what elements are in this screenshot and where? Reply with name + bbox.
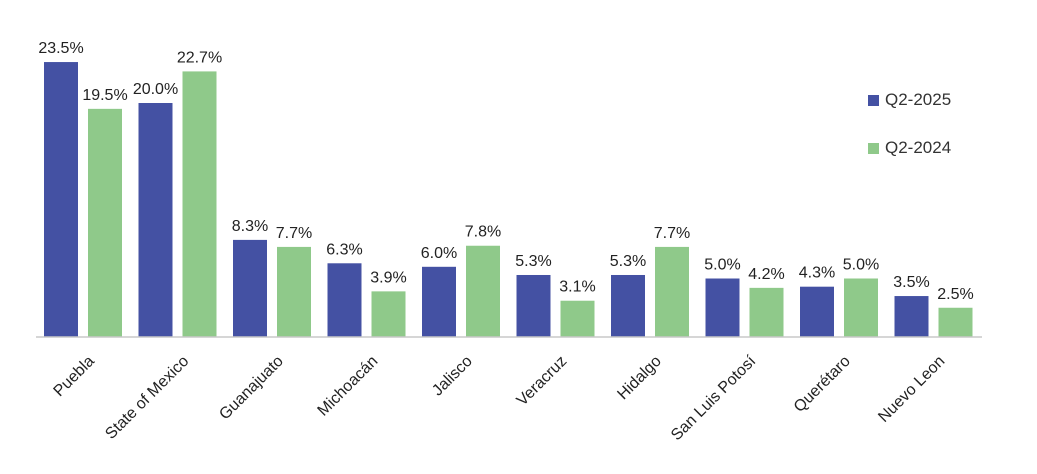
bar-queretaro-q2-2025 bbox=[800, 286, 834, 337]
value-label-jalisco-q2-2024: 7.8% bbox=[465, 224, 501, 241]
value-label-puebla-q2-2025: 23.5% bbox=[38, 40, 83, 57]
bar-guanajuato-q2-2024 bbox=[277, 246, 311, 337]
value-label-jalisco-q2-2025: 6.0% bbox=[421, 245, 457, 262]
value-label-nuevo-leon-q2-2024: 2.5% bbox=[937, 286, 973, 303]
bar-puebla-q2-2024 bbox=[88, 108, 122, 337]
value-label-michoacan-q2-2024: 3.9% bbox=[370, 269, 406, 286]
bar-michoacan-q2-2024 bbox=[371, 291, 406, 337]
bar-jalisco-q2-2025 bbox=[422, 266, 456, 337]
value-label-state-of-mexico-q2-2024: 22.7% bbox=[177, 49, 222, 66]
bar-veracruz-q2-2025 bbox=[516, 274, 551, 337]
category-label-san-luis-potosi: San Luis Potosí bbox=[668, 352, 760, 444]
bar-veracruz-q2-2024 bbox=[560, 300, 595, 337]
value-label-state-of-mexico-q2-2025: 20.0% bbox=[133, 81, 178, 98]
category-label-jalisco: Jalisco bbox=[429, 353, 476, 400]
value-label-guanajuato-q2-2025: 8.3% bbox=[232, 218, 268, 235]
bar-state-of-mexico-q2-2024 bbox=[182, 71, 217, 337]
legend-label-q2-2024: Q2-2024 bbox=[885, 138, 952, 157]
value-label-san-luis-potosi-q2-2024: 4.2% bbox=[748, 266, 784, 283]
value-label-veracruz-q2-2024: 3.1% bbox=[559, 279, 595, 296]
category-label-nuevo-leon: Nuevo Leon bbox=[875, 353, 948, 426]
value-label-puebla-q2-2024: 19.5% bbox=[82, 87, 127, 104]
value-label-michoacan-q2-2025: 6.3% bbox=[326, 241, 362, 258]
category-label-state-of-mexico: State of Mexico bbox=[102, 353, 192, 443]
legend-swatch-q2-2024 bbox=[868, 142, 879, 154]
category-label-michoacan: Michoacán bbox=[315, 353, 382, 420]
value-label-nuevo-leon-q2-2025: 3.5% bbox=[893, 274, 929, 291]
value-label-queretaro-q2-2025: 4.3% bbox=[799, 265, 835, 282]
bars-group bbox=[44, 62, 973, 338]
category-label-queretaro: Querétaro bbox=[791, 353, 854, 416]
bar-san-luis-potosi-q2-2024 bbox=[749, 287, 784, 337]
value-label-san-luis-potosi-q2-2025: 5.0% bbox=[704, 257, 740, 274]
chart-title-fragment bbox=[648, 0, 768, 4]
legend-item-q2-2025: Q2-2025 bbox=[868, 88, 1008, 112]
value-label-queretaro-q2-2024: 5.0% bbox=[843, 257, 879, 274]
bar-hidalgo-q2-2025 bbox=[611, 274, 645, 337]
legend-swatch-q2-2025 bbox=[868, 94, 879, 106]
bar-state-of-mexico-q2-2025 bbox=[138, 103, 173, 337]
category-labels-group: Puebla State of Mexico Guanajuato Michoacán… bbox=[51, 352, 949, 444]
category-label-hidalgo: Hidalgo bbox=[614, 353, 664, 403]
category-label-puebla: Puebla bbox=[51, 353, 98, 400]
legend-label-q2-2025: Q2-2025 bbox=[885, 90, 952, 109]
bar-michoacan-q2-2025 bbox=[327, 263, 362, 337]
bar-jalisco-q2-2024 bbox=[466, 245, 500, 337]
category-label-veracruz: Veracruz bbox=[514, 353, 571, 410]
value-label-guanajuato-q2-2024: 7.7% bbox=[276, 225, 312, 242]
bar-san-luis-potosi-q2-2025 bbox=[705, 278, 740, 337]
bar-puebla-q2-2025 bbox=[44, 62, 78, 338]
value-label-veracruz-q2-2025: 5.3% bbox=[515, 253, 551, 270]
legend-item-q2-2024: Q2-2024 bbox=[868, 136, 1008, 160]
value-labels-group: 23.5% 19.5% 20.0% 22.7% 8.3% 7.7% 6.3% 3.9% 6.0%… bbox=[38, 40, 973, 303]
bar-hidalgo-q2-2024 bbox=[655, 246, 689, 337]
bar-nuevo-leon-q2-2025 bbox=[894, 296, 929, 337]
bar-queretaro-q2-2024 bbox=[844, 278, 878, 337]
category-label-guanajuato: Guanajuato bbox=[216, 353, 287, 424]
value-label-hidalgo-q2-2025: 5.3% bbox=[610, 253, 646, 270]
value-label-hidalgo-q2-2024: 7.7% bbox=[654, 225, 690, 242]
legend: Q2-2025 Q2-2024 bbox=[868, 88, 1008, 184]
bar-nuevo-leon-q2-2024 bbox=[938, 307, 973, 337]
bar-guanajuato-q2-2025 bbox=[233, 239, 267, 337]
